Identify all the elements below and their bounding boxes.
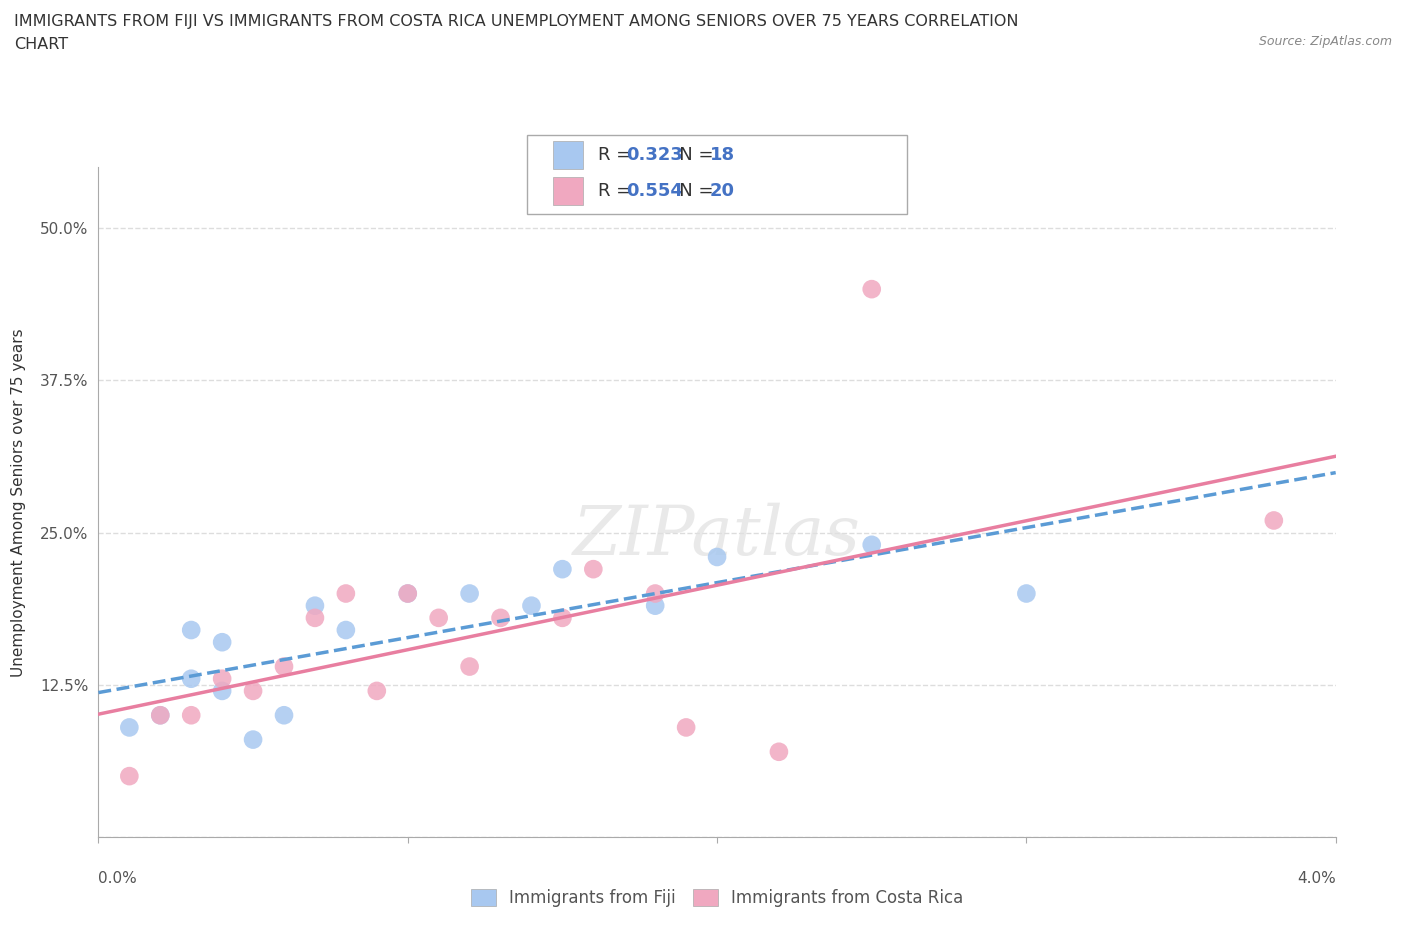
Point xyxy=(675,720,697,735)
Point xyxy=(644,598,666,613)
Text: ZIPatlas: ZIPatlas xyxy=(574,502,860,569)
Point xyxy=(211,684,233,698)
Point xyxy=(860,282,883,297)
Point xyxy=(180,671,202,686)
Point xyxy=(551,610,574,625)
Text: 18: 18 xyxy=(710,146,735,165)
Point xyxy=(1263,513,1285,528)
Point xyxy=(242,732,264,747)
Point xyxy=(273,659,295,674)
Point xyxy=(458,586,481,601)
Point xyxy=(582,562,605,577)
Point xyxy=(149,708,172,723)
Text: CHART: CHART xyxy=(14,37,67,52)
Y-axis label: Unemployment Among Seniors over 75 years: Unemployment Among Seniors over 75 years xyxy=(11,328,27,676)
Text: 0.323: 0.323 xyxy=(626,146,682,165)
Point xyxy=(335,586,357,601)
Point xyxy=(118,769,141,784)
Point xyxy=(304,610,326,625)
Text: N =: N = xyxy=(662,146,720,165)
Text: Source: ZipAtlas.com: Source: ZipAtlas.com xyxy=(1258,35,1392,48)
Text: 0.0%: 0.0% xyxy=(98,871,138,886)
Text: R =: R = xyxy=(598,181,637,200)
Point xyxy=(551,562,574,577)
Text: R =: R = xyxy=(598,146,637,165)
Point xyxy=(1015,586,1038,601)
Point xyxy=(520,598,543,613)
Point xyxy=(396,586,419,601)
Text: 4.0%: 4.0% xyxy=(1296,871,1336,886)
Point xyxy=(211,635,233,650)
Point xyxy=(396,586,419,601)
Point xyxy=(458,659,481,674)
Text: 0.554: 0.554 xyxy=(626,181,682,200)
Point xyxy=(427,610,450,625)
Legend: Immigrants from Fiji, Immigrants from Costa Rica: Immigrants from Fiji, Immigrants from Co… xyxy=(463,881,972,916)
Point xyxy=(489,610,512,625)
Text: 20: 20 xyxy=(710,181,735,200)
Point xyxy=(335,622,357,637)
Point xyxy=(706,550,728,565)
Point xyxy=(180,622,202,637)
Point xyxy=(211,671,233,686)
Point xyxy=(118,720,141,735)
Text: IMMIGRANTS FROM FIJI VS IMMIGRANTS FROM COSTA RICA UNEMPLOYMENT AMONG SENIORS OV: IMMIGRANTS FROM FIJI VS IMMIGRANTS FROM … xyxy=(14,14,1018,29)
Text: N =: N = xyxy=(662,181,720,200)
Point xyxy=(366,684,388,698)
Point xyxy=(242,684,264,698)
Point xyxy=(768,744,790,759)
Point xyxy=(304,598,326,613)
Point xyxy=(180,708,202,723)
Point xyxy=(644,586,666,601)
Point xyxy=(273,708,295,723)
Point xyxy=(860,538,883,552)
Point xyxy=(149,708,172,723)
